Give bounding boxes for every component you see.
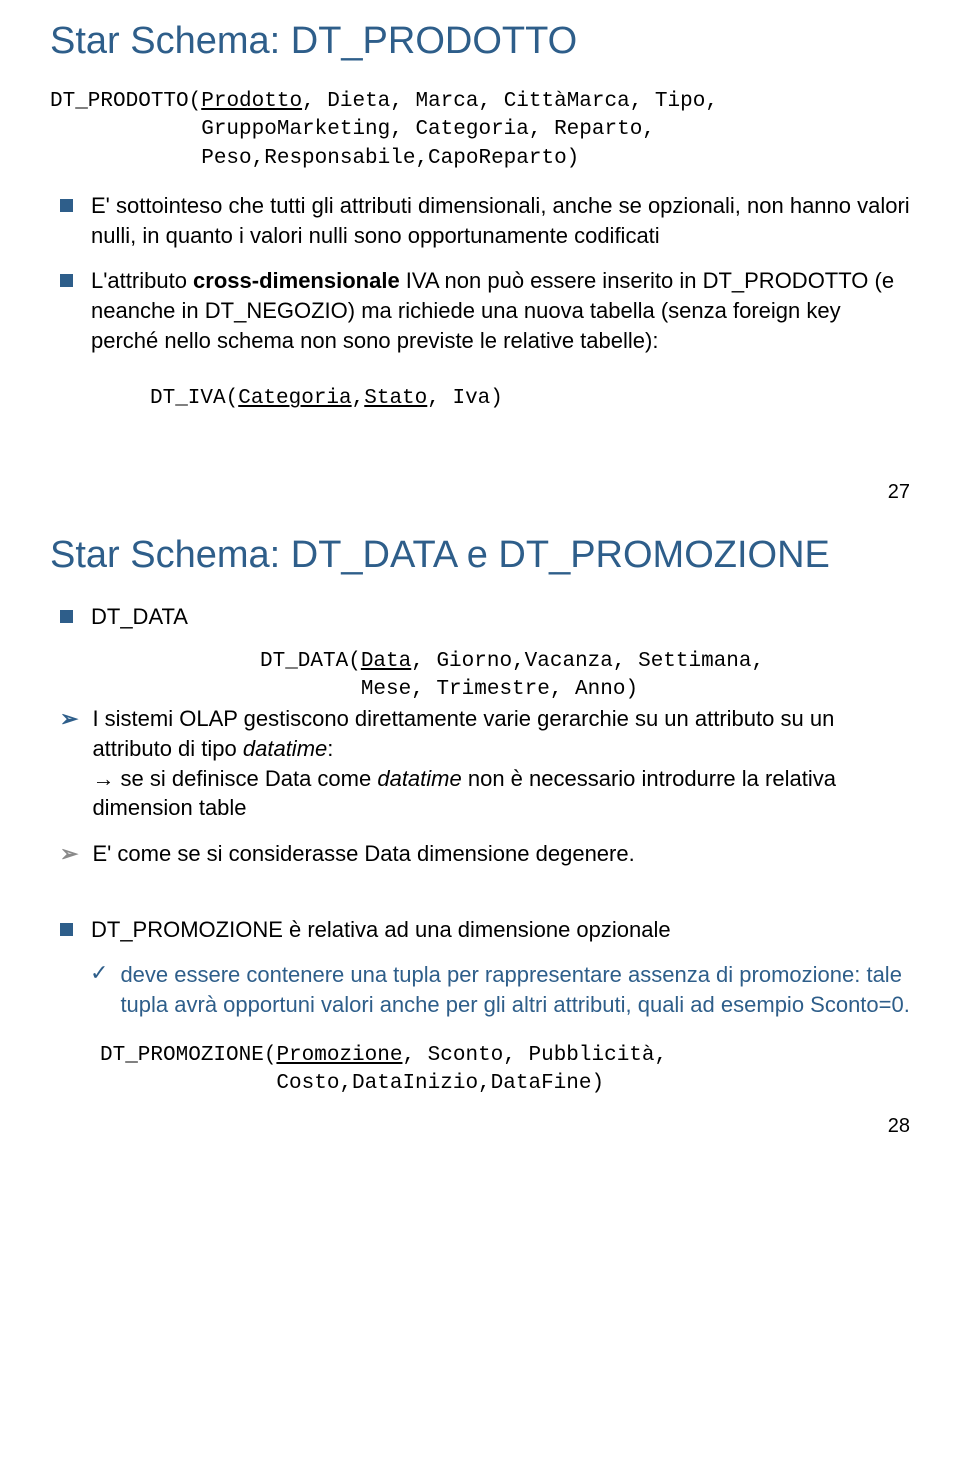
- bullet-text: DT_PROMOZIONE è relativa ad una dimensio…: [91, 915, 671, 945]
- bullet-text: E' sottointeso che tutti gli attributi d…: [91, 191, 910, 250]
- chevron-text: I sistemi OLAP gestiscono direttamente v…: [92, 704, 910, 823]
- page-number: 27: [888, 481, 910, 504]
- code-block-iva: DT_IVA(Categoria,Stato, Iva): [150, 385, 910, 413]
- slide-title: Star Schema: DT_PRODOTTO: [50, 20, 910, 63]
- bullet-list: E' sottointeso che tutti gli attributi d…: [50, 191, 910, 355]
- bullet-item: DT_DATA: [50, 602, 910, 632]
- slide-title: Star Schema: DT_DATA e DT_PROMOZIONE: [50, 534, 910, 577]
- square-bullet-icon: [60, 923, 73, 936]
- page-number: 28: [888, 1115, 910, 1138]
- chevron-icon: ➢: [60, 841, 78, 867]
- bullet-item: DT_PROMOZIONE è relativa ad una dimensio…: [50, 915, 910, 945]
- chevron-item: ➢ E' come se si considerasse Data dimens…: [50, 839, 910, 869]
- slide-28: Star Schema: DT_DATA e DT_PROMOZIONE DT_…: [0, 514, 960, 1149]
- check-icon: ✓: [90, 960, 108, 986]
- code-block-dtdata: DT_DATA(Data, Giorno,Vacanza, Settimana,…: [260, 648, 910, 705]
- square-bullet-icon: [60, 199, 73, 212]
- bullet-item: E' sottointeso che tutti gli attributi d…: [50, 191, 910, 250]
- bullet-text: L'attributo cross-dimensionale IVA non p…: [91, 266, 910, 355]
- bullet-item: L'attributo cross-dimensionale IVA non p…: [50, 266, 910, 355]
- square-bullet-icon: [60, 274, 73, 287]
- chevron-icon: ➢: [60, 706, 78, 732]
- chevron-text: E' come se si considerasse Data dimensio…: [92, 839, 634, 869]
- code-block-prodotto: DT_PRODOTTO(Prodotto, Dieta, Marca, Citt…: [50, 88, 910, 173]
- chevron-item: ➢ I sistemi OLAP gestiscono direttamente…: [50, 704, 910, 823]
- slide-27: Star Schema: DT_PRODOTTO DT_PRODOTTO(Pro…: [0, 0, 960, 514]
- bullet-text: DT_DATA: [91, 602, 188, 632]
- check-text: deve essere contenere una tupla per rapp…: [120, 960, 910, 1019]
- square-bullet-icon: [60, 610, 73, 623]
- check-item: ✓ deve essere contenere una tupla per ra…: [90, 960, 910, 1019]
- code-block-promozione: DT_PROMOZIONE(Promozione, Sconto, Pubbli…: [100, 1042, 910, 1099]
